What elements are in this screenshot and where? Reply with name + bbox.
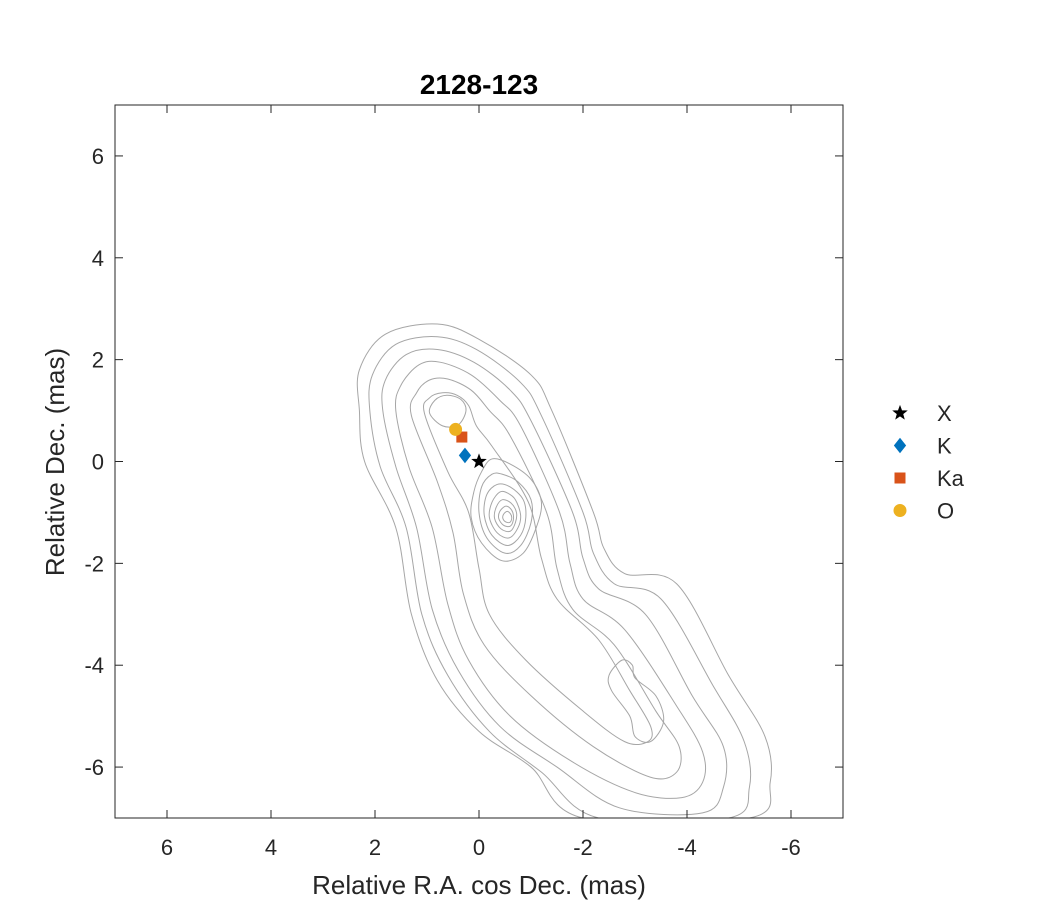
legend-marker-o: [893, 504, 907, 517]
data-point-o: [449, 422, 463, 436]
y-tick-label: 6: [92, 144, 104, 169]
y-tick-label: -2: [84, 551, 104, 576]
legend-label: Ka: [937, 466, 965, 491]
x-tick-label: 2: [369, 835, 381, 860]
legend: XK Ka O: [892, 401, 965, 524]
x-tick-label: -2: [573, 835, 593, 860]
data-point-x: [471, 453, 487, 469]
contour-line-4: [394, 360, 707, 799]
legend-item-o: O: [893, 499, 954, 524]
x-axis: 6 4 2 0 -2 -4 -6: [161, 105, 801, 860]
contour-line-2: [368, 336, 752, 818]
contour-line-9: [478, 472, 533, 554]
contour-line-3: [381, 348, 728, 816]
contour-line-13: [498, 505, 515, 528]
data-point-ka: [456, 431, 468, 443]
legend-marker-ka: [894, 472, 906, 484]
chart-title: 2128-123: [420, 69, 538, 100]
y-tick-label: 0: [92, 450, 104, 475]
x-tick-label: 0: [473, 835, 485, 860]
x-tick-label: -4: [677, 835, 697, 860]
contour-line-15: [607, 659, 665, 743]
y-tick-label: 4: [92, 246, 104, 271]
x-tick-label: 4: [265, 835, 277, 860]
x-tick-label: 6: [161, 835, 173, 860]
legend-item-k: K: [893, 434, 952, 459]
contour-line-1: [356, 323, 773, 818]
y-tick-label: -6: [84, 755, 104, 780]
x-axis-label: Relative R.A. cos Dec. (mas): [312, 870, 646, 900]
contour-line-12: [493, 499, 518, 533]
x-tick-label: -6: [781, 835, 801, 860]
legend-marker-x: [892, 404, 908, 420]
legend-label: K: [937, 434, 952, 459]
y-tick-label: 2: [92, 348, 104, 373]
legend-label: X: [937, 401, 952, 426]
legend-marker-k: [893, 437, 907, 454]
contour-line-7: [428, 394, 467, 428]
contour-line-14: [502, 510, 513, 524]
contour-line-10: [483, 483, 527, 547]
legend-item-x: X: [892, 401, 952, 426]
contour-line-11: [488, 490, 522, 539]
contour-layer: [356, 323, 773, 818]
y-tick-label: -4: [84, 653, 104, 678]
y-axis-label: Relative Dec. (mas): [40, 348, 70, 576]
legend-label: O: [937, 499, 954, 524]
legend-item-ka: Ka: [894, 466, 965, 491]
contour-line-8: [470, 458, 543, 562]
y-axis: 6 4 2 0 -2 -4 -6: [84, 144, 843, 780]
contour-line-5: [409, 377, 682, 780]
marker-layer: [449, 422, 487, 469]
data-point-k: [458, 447, 472, 464]
